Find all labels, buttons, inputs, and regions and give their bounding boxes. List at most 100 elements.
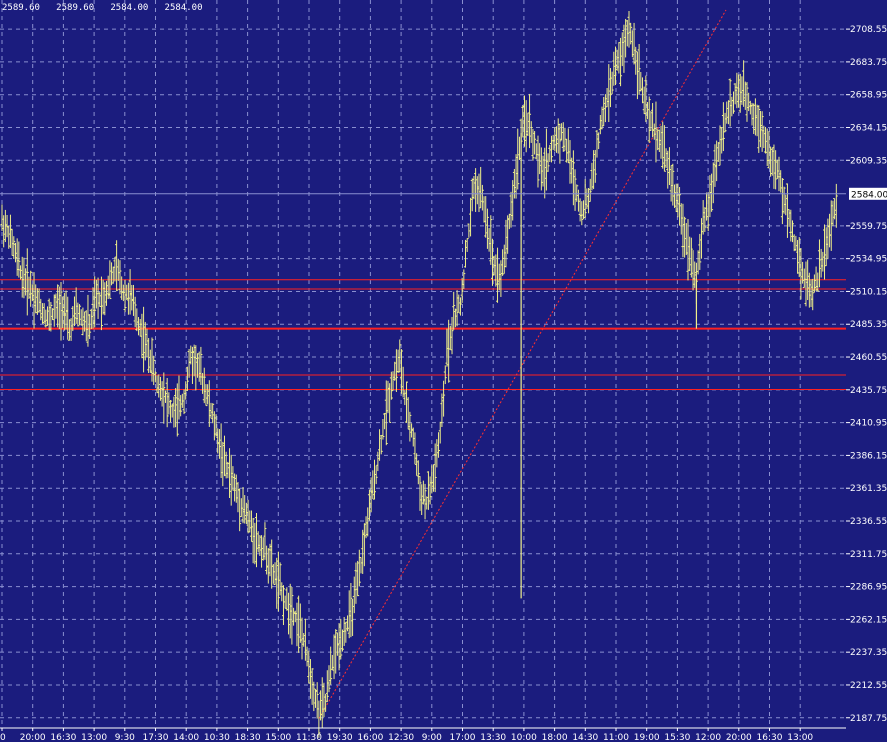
- ohlc-bar: [561, 122, 565, 152]
- ohlc-bar: [204, 384, 208, 407]
- ohlc-bar: [423, 483, 427, 520]
- ohlc-bar: [460, 277, 464, 303]
- ohlc-bar: [416, 460, 420, 485]
- ohlc-bar: [394, 349, 398, 393]
- ohlc-bar: [485, 208, 489, 249]
- y-tick-label: 2311.75: [850, 550, 887, 560]
- x-tick-label: 14:30: [572, 733, 598, 742]
- ohlc-bar: [580, 201, 584, 226]
- ohlc-bar: [374, 465, 378, 485]
- ohlc-bar: [398, 339, 402, 373]
- ohlc-bar: [816, 272, 820, 292]
- trendline: [318, 9, 727, 719]
- ohlc-bar: [59, 282, 63, 341]
- ohlc-bar: [710, 173, 714, 212]
- ohlc-bar: [583, 179, 587, 219]
- ohlc-bar: [637, 44, 641, 95]
- ohlc-bar: [133, 296, 137, 328]
- ohlc-bar: [573, 169, 577, 211]
- ohlc-bar: [531, 128, 535, 161]
- y-tick-label: 2361.35: [850, 484, 887, 494]
- ohlc-bar: [329, 646, 333, 685]
- ohlc-bar: [185, 366, 189, 391]
- ohlc-bar: [811, 278, 815, 311]
- ohlc-bar: [93, 276, 97, 328]
- y-tick-label: 2609.35: [850, 156, 887, 166]
- ohlc-bar: [703, 207, 707, 232]
- x-tick-label: 12:00: [695, 733, 721, 742]
- support-resistance-lines: [0, 279, 846, 390]
- ohlc-bar: [558, 123, 562, 164]
- ohlc-bar: [458, 297, 462, 316]
- ohlc-bar: [340, 629, 344, 652]
- x-tick-label: 20:00: [20, 733, 46, 742]
- ohlc-bar: [723, 112, 727, 133]
- ohlc-bar: [399, 349, 403, 394]
- ohlc-bar: [757, 105, 761, 153]
- x-tick-label: 0: [0, 733, 6, 742]
- chart-grid: [0, 0, 846, 728]
- x-tick-label: 18:00: [542, 733, 568, 742]
- ohlc-bar: [418, 476, 422, 511]
- current-price-label: 2584.00: [851, 190, 887, 200]
- time-axis: 0 20:00 16:30 13:00 9:30 17:30 14:00 10:30 18:30…: [0, 727, 846, 742]
- ohlc-bar: [533, 130, 537, 155]
- ohlc-bar: [654, 101, 658, 163]
- y-tick-label: 2262.15: [850, 615, 887, 625]
- ohlc-bar: [745, 82, 749, 122]
- ohlc-bar: [99, 276, 103, 331]
- ohlc-bar: [17, 241, 21, 278]
- ohlc-bar: [115, 240, 119, 292]
- price-bars: [0, 11, 838, 738]
- x-tick-label: 19:30: [327, 733, 353, 742]
- x-tick-label: 11:00: [603, 733, 629, 742]
- ohlc-bar: [575, 184, 579, 202]
- x-tick-label: 10:00: [511, 733, 537, 742]
- ohlc-bar: [334, 629, 338, 674]
- ohlc-bar: [325, 670, 329, 703]
- ohlc-bar: [339, 618, 343, 660]
- ohlc-bar: [408, 411, 412, 442]
- ohlc-bar: [152, 355, 156, 386]
- ohlc-bar: [571, 150, 575, 206]
- ohlc-bar: [647, 96, 651, 143]
- ohlc-bar: [834, 183, 838, 228]
- ohlc-bar: [706, 192, 710, 232]
- ohlc-bar: [315, 682, 319, 719]
- ohlc-bar: [528, 93, 532, 149]
- x-tick-label: 16:30: [757, 733, 783, 742]
- ohlc-bar: [182, 389, 186, 415]
- ohlc-bar: [732, 91, 735, 114]
- y-tick-label: 2435.75: [850, 386, 887, 396]
- x-tick-label: 11:30: [296, 733, 322, 742]
- x-tick-label: 15:00: [265, 733, 291, 742]
- x-tick-label: 13:30: [480, 733, 506, 742]
- ohlc-bar: [452, 291, 456, 330]
- ohlc-bar: [588, 178, 592, 203]
- y-tick-label: 2286.95: [850, 583, 887, 593]
- x-tick-label: 17:30: [143, 733, 169, 742]
- ohlc-bar: [310, 668, 314, 705]
- ohlc-bar: [290, 586, 294, 645]
- current-price-tag: 2584.00: [0, 187, 887, 200]
- ohlc-bar: [76, 302, 80, 327]
- ohlc-bar: [593, 149, 597, 183]
- ohlc-bar: [281, 585, 285, 626]
- ohlc-bar: [150, 337, 154, 382]
- y-tick-label: 2212.55: [850, 681, 887, 691]
- ohlc-bar: [202, 367, 206, 404]
- ohlc-bar: [88, 314, 92, 340]
- ohlc-bar: [49, 301, 53, 332]
- ohlc-bar: [169, 399, 173, 423]
- x-tick-label: 13:00: [787, 733, 813, 742]
- ohlc-bar: [78, 304, 82, 326]
- ohlc-bar: [25, 248, 29, 316]
- x-tick-label: 16:30: [50, 733, 76, 742]
- ohlc-bar: [462, 269, 466, 290]
- ohlc-bar: [179, 395, 183, 417]
- x-tick-label: 19:00: [634, 733, 660, 742]
- y-tick-label: 2634.15: [850, 123, 887, 133]
- ohlc-bar: [12, 236, 16, 259]
- ohlc-bar: [597, 132, 601, 150]
